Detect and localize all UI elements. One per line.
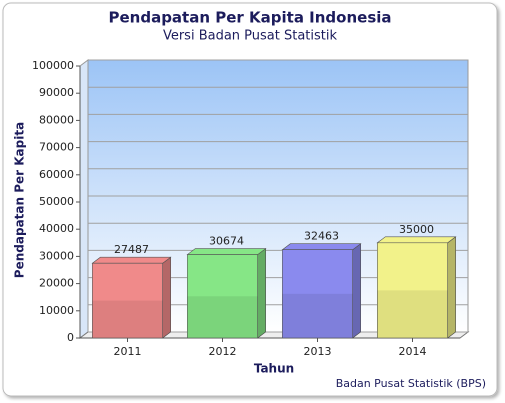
y-tick-label: 50000 (39, 195, 74, 208)
y-tick-label: 90000 (39, 86, 74, 99)
y-tick-label: 60000 (39, 168, 74, 181)
x-tick-label: 2012 (209, 345, 237, 358)
left-wall (79, 59, 89, 339)
bar-shade (282, 293, 353, 338)
bar-side-shade (257, 248, 266, 338)
bar-top (376, 236, 457, 244)
x-tick-label: 2011 (114, 345, 142, 358)
y-tick-label: 100000 (32, 59, 74, 72)
bar-top (186, 248, 267, 255)
y-tick-label: 80000 (39, 113, 74, 126)
data-label: 32463 (304, 230, 339, 243)
x-tick-label: 2013 (304, 345, 332, 358)
y-tick-label: 20000 (39, 277, 74, 290)
data-label: 35000 (399, 223, 434, 236)
y-tick-label: 10000 (39, 304, 74, 317)
x-tick-label: 2014 (399, 345, 427, 358)
y-tick-label: 0 (67, 331, 74, 344)
data-label: 27487 (114, 243, 149, 256)
bar-side-shade (352, 243, 361, 338)
bar-shade (92, 300, 163, 338)
chart-title: Pendapatan Per Kapita Indonesia (108, 9, 391, 27)
credit: Badan Pusat Statistik (BPS) (336, 377, 486, 390)
bar-shade (187, 296, 258, 338)
bar (187, 254, 258, 339)
chart-subtitle: Versi Badan Pusat Statistik (163, 29, 338, 44)
y-axis-title: Pendapatan Per Kapita (13, 122, 27, 278)
bar-side-shade (447, 236, 456, 338)
data-label: 30674 (209, 235, 244, 248)
bar-top (91, 256, 172, 264)
x-axis-title: Tahun (254, 362, 294, 376)
bar (92, 262, 163, 339)
bar-shade (377, 290, 448, 338)
y-tick-label: 70000 (39, 141, 74, 154)
plot-area: 0 10000 20000 30000 40000 50000 60000 70000 8000… (32, 59, 470, 358)
bar-side-shade (162, 257, 171, 338)
bar (282, 249, 353, 339)
bar (377, 242, 448, 339)
bar-top (281, 243, 362, 251)
y-tick-label: 40000 (39, 222, 74, 235)
y-tick-label: 30000 (39, 249, 74, 262)
